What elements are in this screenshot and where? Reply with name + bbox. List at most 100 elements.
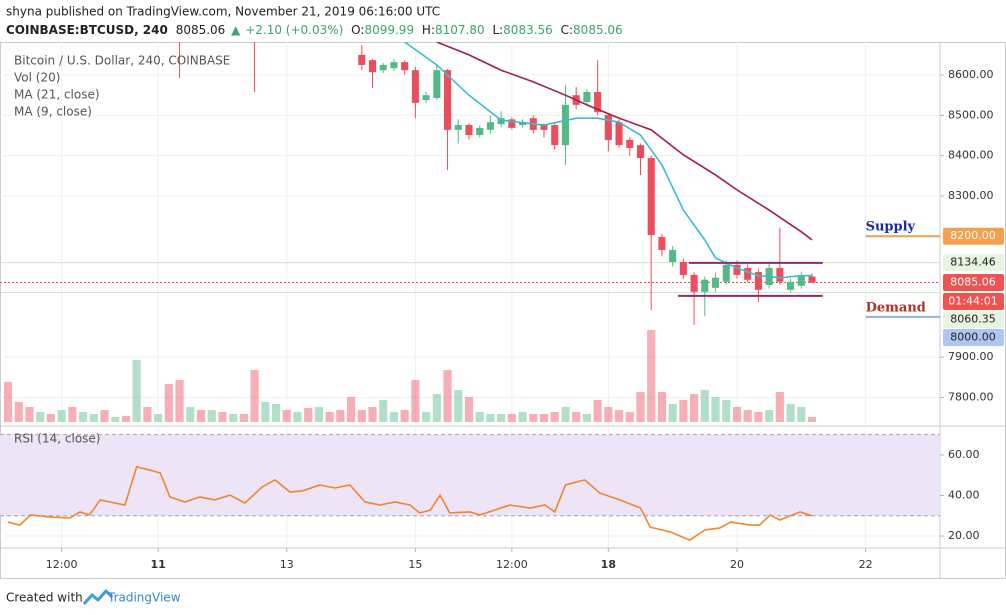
volume-bar (314, 407, 323, 422)
candle-body (669, 249, 677, 263)
candle-body (551, 125, 559, 146)
volume-bar (507, 414, 516, 422)
price-label-box (943, 274, 1004, 292)
volume-bar (561, 407, 570, 422)
volume-bar (57, 410, 66, 422)
x-tick-label: 13 (280, 558, 294, 571)
candle-body (754, 272, 762, 290)
volume-bar (765, 410, 774, 422)
volume-bar (154, 414, 163, 422)
volume-bar (357, 410, 366, 422)
candle-body (615, 122, 623, 146)
candle-body (444, 70, 452, 130)
volume-bar (325, 412, 334, 422)
ohlc-value: 8107.80 (435, 23, 485, 37)
volume-bar (196, 410, 206, 422)
volume-bar (807, 417, 817, 422)
volume-bar (368, 407, 377, 422)
ohlc-key: O: (351, 23, 364, 37)
candle-body (658, 237, 666, 250)
ohlc-value: 8083.56 (503, 23, 553, 37)
series-line (404, 42, 813, 279)
ohlc-value: 8099.99 (364, 23, 414, 37)
volume-bar (690, 394, 699, 422)
volume-bar (625, 412, 634, 422)
y-tick-label: 8500.00 (948, 108, 994, 121)
volume-bar (797, 407, 806, 422)
candle-body (744, 268, 752, 280)
candle-body (368, 60, 377, 73)
volume-bar (614, 410, 624, 422)
volume-bar (250, 370, 259, 422)
volume-bar (36, 412, 45, 422)
volume-bar (336, 410, 345, 422)
footer-brand: TradingView (107, 591, 181, 605)
y-tick-label: 8600.00 (948, 68, 994, 81)
candle-body (519, 122, 527, 126)
volume-bar (518, 412, 527, 422)
candle-body (15, 0, 22, 3)
price-label: 8085.06 (950, 276, 996, 289)
price-label: 8060.35 (950, 313, 996, 326)
volume-bar (100, 410, 109, 422)
x-tick-label: 12:00 (496, 558, 528, 571)
candle-body (379, 64, 387, 71)
volume-bar (732, 407, 742, 422)
volume-bar (464, 397, 474, 422)
candle-body (701, 279, 709, 292)
price-label-box (943, 293, 1004, 311)
candle-body (476, 127, 484, 136)
y-tick-label: 7900.00 (948, 350, 994, 363)
volume-bar (3, 382, 13, 422)
candle-body (733, 264, 741, 275)
ohlc-value: 8085.06 (573, 23, 623, 37)
volume-bar (25, 407, 34, 422)
volume-bar (572, 412, 581, 422)
volume-bar (443, 370, 452, 422)
candle-body (797, 275, 805, 286)
candle-body (390, 62, 398, 69)
candle-body (497, 118, 505, 125)
y-tick-label: 20.00 (948, 529, 980, 542)
volume-bar (593, 400, 602, 422)
volume-bar (282, 410, 291, 422)
candle-body (647, 158, 655, 236)
price-label-box (943, 329, 1004, 347)
candle-body (465, 125, 473, 136)
last-price: 8085.06 (176, 23, 226, 37)
byline: shyna published on TradingView.com, Nove… (6, 5, 440, 19)
volume-bar (218, 412, 227, 422)
price-label: 01:44:01 (948, 295, 997, 308)
symbol: COINBASE:BTCUSD, 240 (6, 23, 168, 37)
ohlc-key: C: (561, 23, 573, 37)
level-label: Demand (866, 300, 926, 315)
candle-body (540, 125, 548, 130)
y-tick-label: 8300.00 (948, 189, 994, 202)
x-tick-label: 12:00 (46, 558, 78, 571)
x-tick-label: 15 (408, 558, 422, 571)
volume-bar (636, 392, 645, 422)
volume-bar (293, 412, 302, 422)
volume-bar (229, 414, 238, 422)
candle-body (69, 0, 76, 3)
volume-bar (400, 410, 409, 422)
candle-body (776, 268, 784, 282)
change: +2.10 (+0.03%) (245, 23, 343, 37)
volume-bar (175, 380, 184, 422)
volume-bar (486, 414, 495, 422)
candle-body (711, 277, 720, 288)
symbol-line: COINBASE:BTCUSD, 240 8085.06 ▲ +2.10 (+0… (6, 23, 623, 37)
volume-bar (143, 407, 152, 422)
volume-bar (668, 404, 677, 422)
volume-bar (497, 414, 506, 422)
price-label-box (943, 227, 1004, 245)
y-tick-label: 60.00 (948, 448, 980, 461)
volume-bar (786, 404, 795, 422)
candle-body (690, 274, 698, 292)
candle-body (583, 91, 591, 103)
candle-body (433, 70, 441, 99)
volume-bar (271, 404, 281, 422)
volume-bar (679, 400, 688, 422)
volume-bar (647, 330, 656, 422)
